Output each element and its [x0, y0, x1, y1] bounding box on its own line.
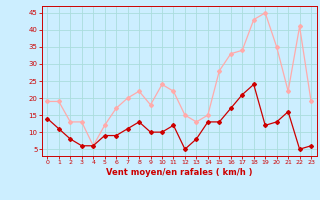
- X-axis label: Vent moyen/en rafales ( km/h ): Vent moyen/en rafales ( km/h ): [106, 168, 252, 177]
